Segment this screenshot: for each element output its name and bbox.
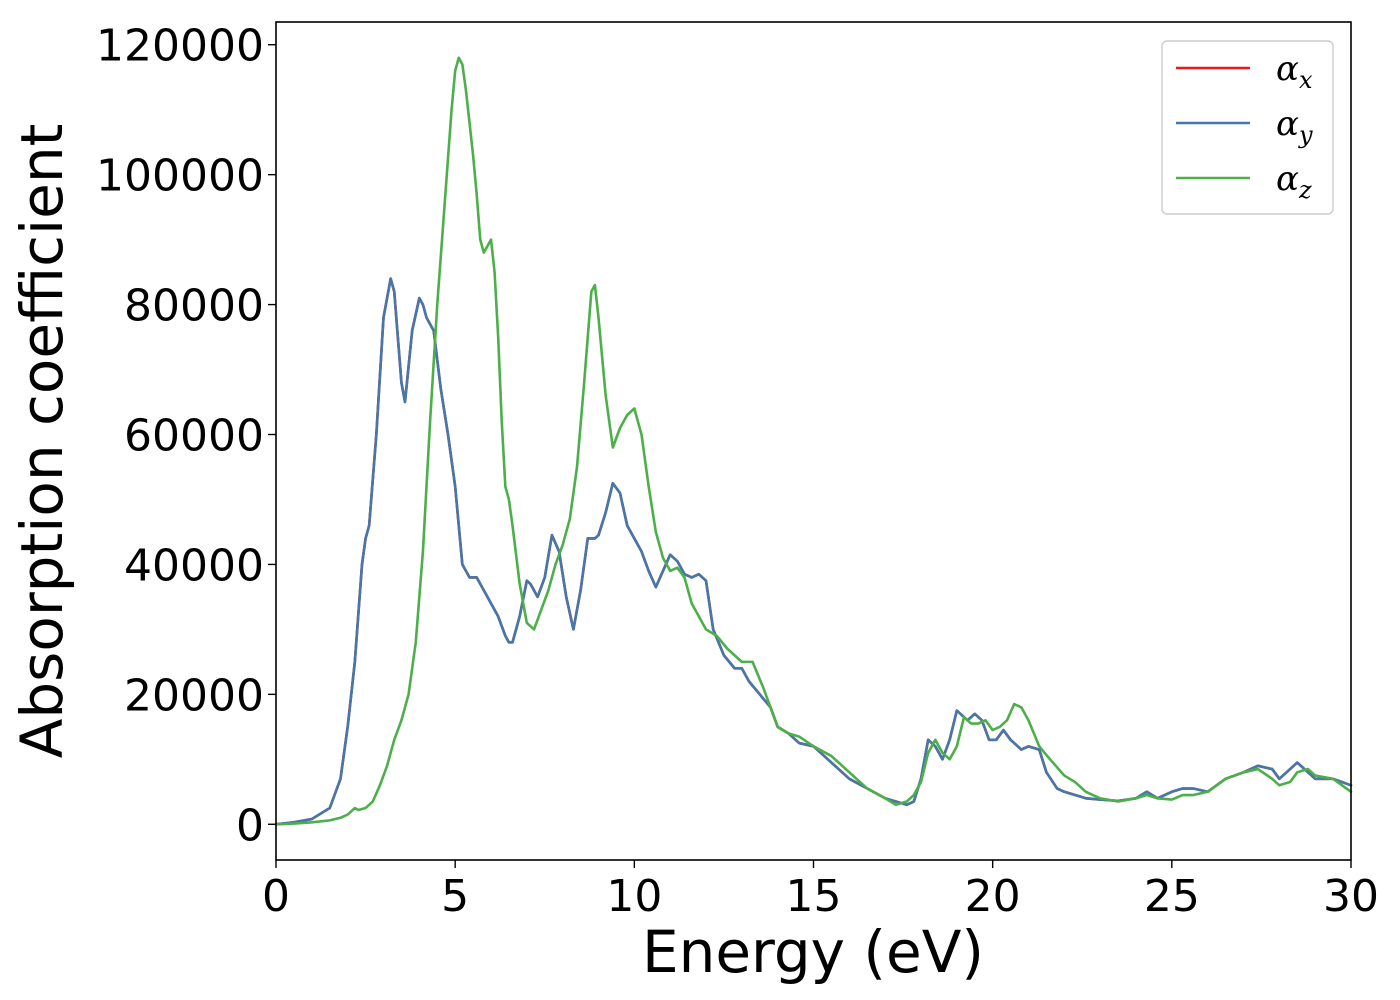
x-tick-label: 0	[262, 871, 290, 922]
y-tick-label: 40000	[124, 540, 264, 591]
x-tick-label: 5	[441, 871, 469, 922]
x-tick-label: 25	[1144, 871, 1200, 922]
x-axis: 0 5 10 15 20 25 30	[262, 860, 1379, 922]
legend-label-x: αx	[1276, 49, 1313, 94]
x-tick-label: 10	[606, 871, 662, 922]
legend: αx αy αz	[1161, 40, 1334, 215]
legend-label-z: αz	[1276, 159, 1312, 204]
x-tick-label: 15	[786, 871, 842, 922]
series-layer	[274, 56, 1353, 826]
y-tick-label: 0	[236, 800, 264, 851]
legend-label-y: αy	[1276, 104, 1313, 149]
legend-box	[1161, 40, 1334, 215]
x-tick-label: 30	[1323, 871, 1379, 922]
y-tick-label: 100000	[96, 151, 264, 202]
y-tick-label: 60000	[124, 411, 264, 462]
y-tick-label: 80000	[124, 281, 264, 332]
series-line-z	[274, 56, 1353, 826]
series-line-y	[274, 277, 1353, 826]
y-axis-title: Absorption coefficient	[8, 124, 76, 759]
x-axis-title: Energy (eV)	[642, 918, 984, 986]
x-tick-label: 20	[965, 871, 1021, 922]
y-axis: 0 20000 40000 60000 80000 100000 120000	[96, 21, 276, 851]
y-tick-label: 120000	[96, 21, 264, 72]
y-tick-label: 20000	[124, 670, 264, 721]
